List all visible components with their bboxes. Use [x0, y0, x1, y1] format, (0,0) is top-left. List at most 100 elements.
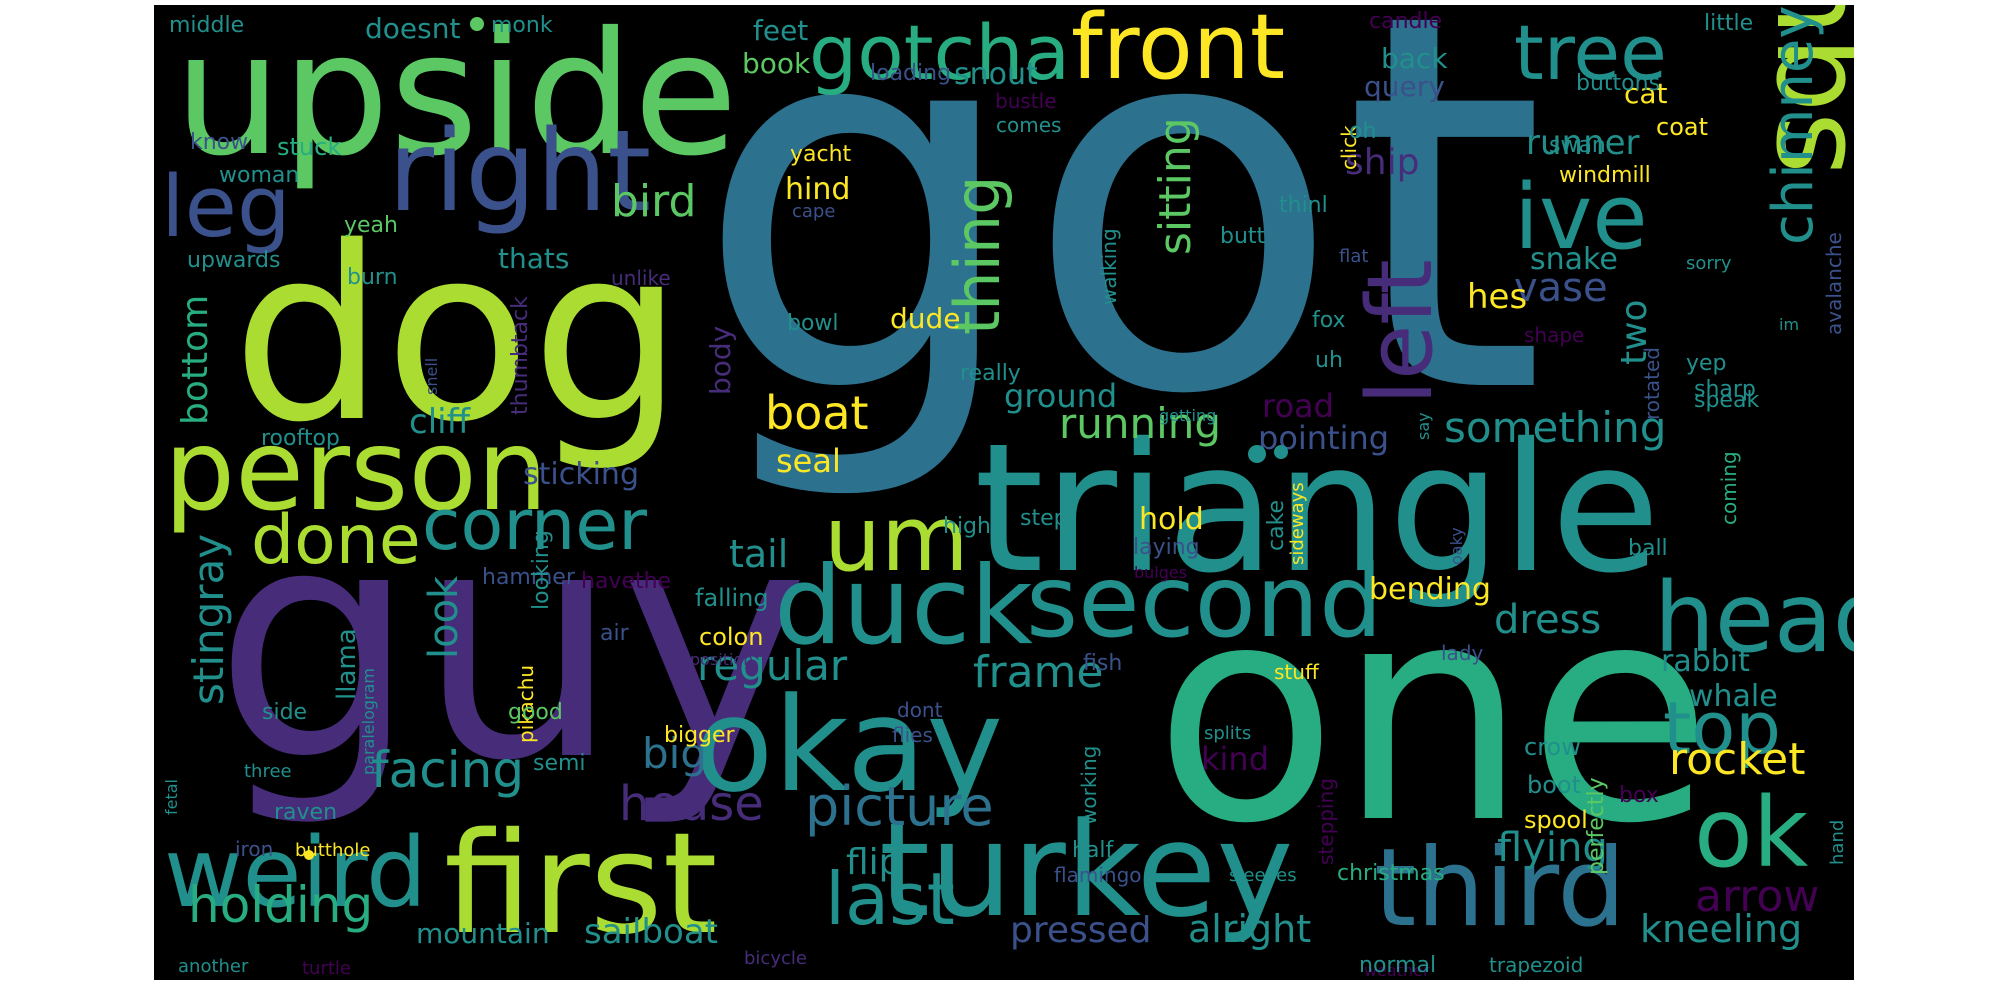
word-done: done	[251, 501, 421, 580]
word-flat: flat	[1339, 246, 1369, 267]
word-big: big	[642, 729, 707, 778]
word-dot	[304, 850, 314, 860]
word-mountain: mountain	[416, 917, 550, 950]
word-thinl: thinl	[1279, 193, 1328, 218]
word-fish: fish	[1083, 651, 1123, 676]
word-looking: looking	[529, 530, 554, 610]
word-ok: ok	[1694, 777, 1809, 889]
word-flip: flip	[846, 842, 902, 883]
word-stingray: stingray	[184, 533, 233, 705]
word-ship: ship	[1345, 142, 1420, 183]
word-three: three	[244, 761, 292, 782]
word-bird: bird	[611, 176, 697, 227]
word-kind: kind	[1201, 740, 1270, 778]
word-speak: speak	[1694, 388, 1760, 413]
word-raven: raven	[274, 800, 338, 825]
word-weird: weird	[164, 817, 427, 929]
word-working: working	[1077, 745, 1101, 825]
word-dude: dude	[890, 302, 961, 335]
word-butt: butt	[1220, 224, 1266, 249]
word-top: top	[1663, 686, 1781, 770]
word-hes: hes	[1467, 277, 1528, 317]
word-kneeling: kneeling	[1640, 907, 1803, 951]
word-runner: runner	[1526, 123, 1640, 163]
word-sorry: sorry	[1686, 253, 1732, 274]
word-little: little	[1704, 11, 1754, 36]
word-vase: vase	[1514, 265, 1608, 311]
word-upside: upside	[174, 5, 738, 194]
word-sticking: sticking	[523, 457, 639, 492]
word-left: left	[1348, 259, 1453, 405]
word-really: really	[960, 361, 1021, 386]
word-head: head	[1654, 562, 1854, 674]
word-feet: feet	[753, 14, 809, 47]
word-hold: hold	[1139, 502, 1204, 537]
word-semi: semi	[533, 751, 586, 776]
word-paralelogram: paralelogram	[359, 668, 378, 775]
word-whale: whale	[1689, 679, 1778, 714]
word-havethe: havethe	[581, 569, 672, 594]
word-weather: weather	[1364, 961, 1430, 980]
word-chimney: chimney	[1761, 5, 1826, 245]
word-doesnt: doesnt	[365, 12, 461, 45]
word-bustle: bustle	[995, 89, 1057, 113]
word-holding: holding	[188, 876, 374, 934]
word-good: good	[508, 700, 563, 725]
word-splits: splits	[1204, 723, 1252, 744]
word-lady: lady	[1441, 641, 1484, 665]
word-boot: boot	[1527, 771, 1582, 799]
word-crow: crow	[1524, 733, 1581, 761]
word-bigger: bigger	[664, 723, 735, 748]
word-stuff: stuff	[1274, 660, 1319, 684]
word-another: another	[178, 956, 249, 977]
word-dog: dog	[232, 195, 684, 475]
word-know: know	[190, 130, 249, 155]
word-avalanche: avalanche	[1822, 232, 1846, 335]
word-upwards: upwards	[187, 248, 281, 273]
word-hand: hand	[1827, 819, 1848, 865]
word-burn: burn	[347, 265, 398, 290]
word-thats: thats	[498, 242, 570, 275]
word-stepping: stepping	[1314, 778, 1338, 865]
word-rotated: rotated	[1640, 347, 1664, 420]
word-corner: corner	[422, 484, 648, 566]
word-hammer: hammer	[482, 565, 575, 590]
word-coat: coat	[1656, 113, 1708, 141]
word-step: step	[1020, 506, 1068, 531]
word-normal: normal	[1359, 953, 1437, 978]
word-buttons: buttons	[1576, 71, 1661, 96]
word-laying: laying	[1133, 535, 1200, 560]
word-sharp: sharp	[1694, 377, 1756, 402]
word-dress: dress	[1494, 597, 1602, 643]
word-dont: dont	[897, 698, 943, 722]
word-turtle: turtle	[302, 958, 351, 979]
word-unlike: unlike	[611, 266, 671, 290]
word-snell: snell	[422, 357, 441, 395]
word-tree: tree	[1514, 8, 1667, 97]
word-coming: coming	[1717, 451, 1741, 525]
word-cloud-canvas: got one guy dog triangle upside first okay turke…	[154, 5, 1854, 980]
word-bending: bending	[1369, 572, 1491, 607]
word-last: last	[825, 857, 955, 941]
word-im: im	[1779, 315, 1800, 334]
word-front: front	[1071, 5, 1286, 100]
word-woman: woman	[219, 163, 300, 188]
word-book: book	[742, 47, 811, 80]
word-look: look	[421, 575, 467, 659]
word-dot	[470, 17, 484, 31]
word-duck: duck	[774, 544, 1033, 669]
word-yep: yep	[1686, 351, 1727, 376]
word-rabbit: rabbit	[1661, 644, 1750, 679]
word-shape: shape	[1524, 323, 1585, 347]
word-facing: facing	[371, 741, 525, 799]
word-oh: oh	[1349, 119, 1377, 144]
word-side: side	[262, 700, 308, 725]
word-third: third	[1374, 826, 1626, 951]
word-box: box	[1619, 783, 1659, 808]
word-seal: seal	[776, 442, 841, 480]
word-body: body	[704, 325, 737, 395]
word-sailboat: sailboat	[584, 912, 718, 952]
word-candle: candle	[1369, 9, 1443, 34]
word-got: got	[694, 5, 1547, 508]
word-cliff: cliff	[409, 402, 471, 442]
